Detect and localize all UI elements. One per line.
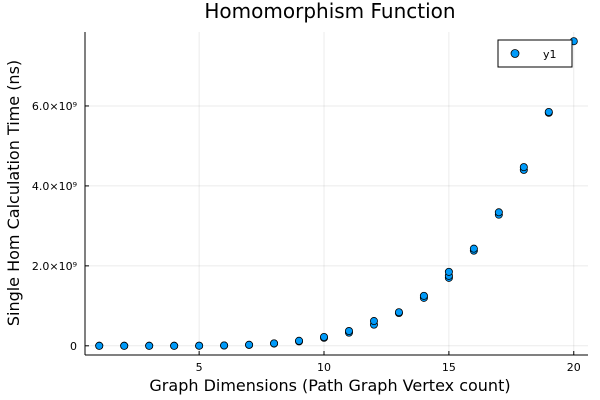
legend-marker <box>510 49 520 58</box>
x-axis-label: Graph Dimensions (Path Graph Vertex coun… <box>149 376 510 395</box>
data-point <box>245 340 254 349</box>
data-point <box>469 244 478 253</box>
data-points <box>95 37 578 350</box>
data-point <box>145 341 154 350</box>
data-point <box>419 291 428 300</box>
data-point <box>295 336 304 345</box>
y-tick-label: 6.0×10⁹ <box>32 100 77 113</box>
data-point <box>519 163 528 172</box>
data-point <box>120 341 129 350</box>
y-tick-label: 0 <box>70 340 77 353</box>
y-axis-label: Single Hom Calculation Time (ns) <box>4 60 23 326</box>
data-point <box>195 341 204 350</box>
data-point <box>494 208 503 217</box>
legend-entry-y1: y1 <box>543 48 557 61</box>
data-point <box>170 341 179 350</box>
x-tick-label: 20 <box>567 361 581 374</box>
data-point <box>344 327 353 336</box>
data-point <box>320 333 329 342</box>
data-point <box>270 339 279 348</box>
axes: 5 10 15 20 0 2.0×10⁹ 4.0×10⁹ 6.0×10⁹ <box>32 32 588 374</box>
chart-title: Homomorphism Function <box>204 0 455 23</box>
legend: y1 <box>497 39 573 68</box>
data-point <box>394 308 403 317</box>
data-point <box>220 341 229 350</box>
x-tick-label: 5 <box>196 361 203 374</box>
y-tick-label: 4.0×10⁹ <box>32 180 77 193</box>
data-point <box>544 107 553 116</box>
x-tick-label: 15 <box>442 361 456 374</box>
data-point <box>444 267 453 276</box>
x-tick-label: 10 <box>317 361 331 374</box>
legend-box <box>497 39 573 68</box>
grid <box>85 32 588 355</box>
y-tick-label: 2.0×10⁹ <box>32 260 77 273</box>
data-point <box>369 317 378 326</box>
data-point <box>95 341 104 350</box>
